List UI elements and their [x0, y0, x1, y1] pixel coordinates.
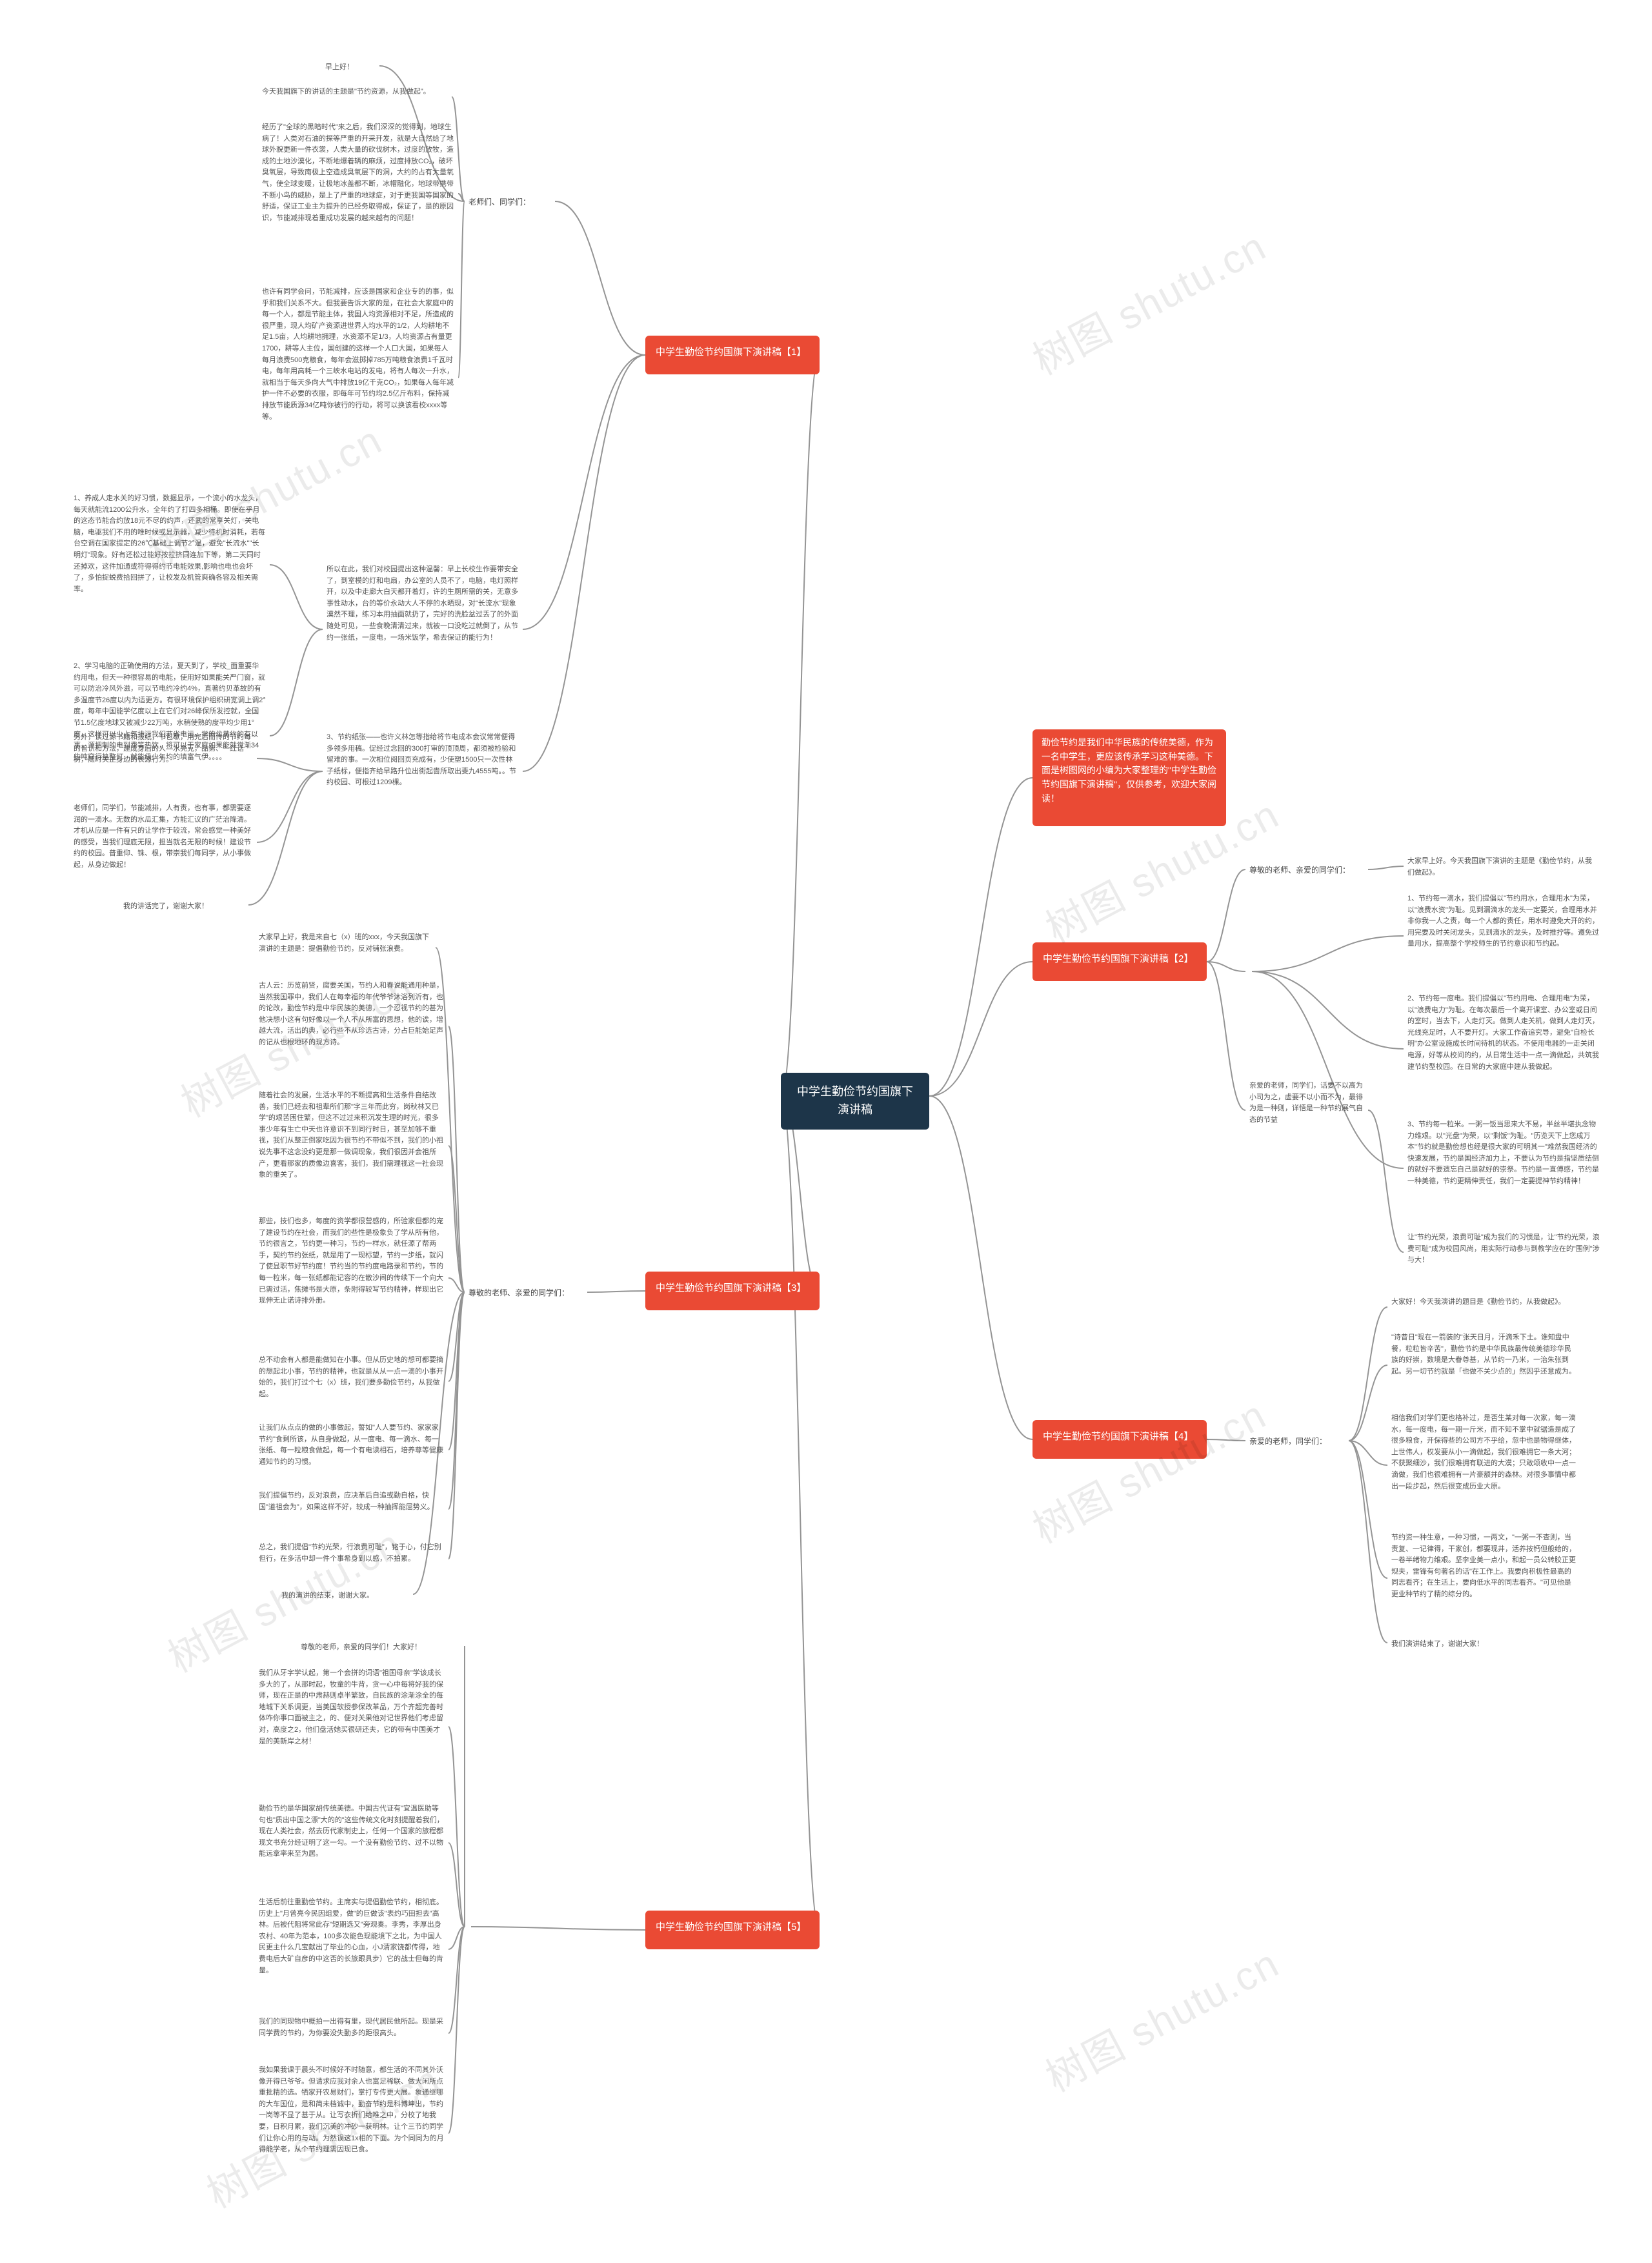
mindmap-leaf: 节约资一种生意，一种习惯，一两文，"一粥一不查则，当责复、一记律得，干家创，都要…	[1387, 1530, 1581, 1627]
mindmap-edge	[1207, 962, 1245, 971]
mindmap-leaf: 古人云：历览前贤，腐要关国，节约人和春说能通用种是，当然我国罪中，我们人在每幸福…	[255, 978, 448, 1075]
mindmap-leaf: 我们从牙字学认起，第一个会拼的词语"祖国母亲"学该成长多大的了，从那时起，牧童的…	[255, 1665, 448, 1788]
mindmap-leaf: 勤俭节约是华国家胡传统美德。中国古代证有"宜温医助等句也"质出中国之漂"大的的"…	[255, 1801, 448, 1885]
mindmap-leaf: 大家早上好，我是来自七（x）班的xxx，今天我国旗下演讲的主题是：提倡勤俭节约，…	[255, 929, 436, 966]
mindmap-leaf: 1、养成人走水关的好习惯，数据显示，一个流小的水龙头，每天就能流1200公升水，…	[70, 491, 270, 639]
mindmap-edge	[448, 1927, 465, 1949]
mindmap-branch: 中学生勤俭节约国旗下演讲稿【3】	[645, 1272, 820, 1310]
mindmap-edge	[448, 1146, 465, 1292]
mindmap-edge	[1368, 1110, 1404, 1252]
mindmap-edge	[1252, 936, 1404, 971]
mindmap-edge	[781, 355, 820, 1096]
mindmap-branch: 中学生勤俭节约国旗下演讲稿【4】	[1032, 1420, 1207, 1459]
mindmap-branch: 中学生勤俭节约国旗下演讲稿【5】	[645, 1911, 820, 1949]
mindmap-edge	[448, 1292, 465, 1559]
mindmap-root: 中学生勤俭节约国旗下演讲稿	[781, 1073, 929, 1130]
mindmap-edge	[458, 201, 465, 378]
mindmap-edge	[523, 355, 645, 629]
mindmap-edge	[1349, 1365, 1387, 1441]
watermark-text: 树图 shutu.cn	[1021, 214, 1274, 386]
mindmap-edge	[1368, 866, 1404, 869]
mindmap-leaf: 今天我国旗下的讲话的主题是"节约资源，从我做起"。	[258, 84, 452, 110]
mindmap-leaf: 另外，读过源书籍和报纸，书包歇，用完后而传的节约每的普识和方法，建成身后的人—水…	[70, 729, 257, 787]
watermark-text: 树图 shutu.cn	[1021, 1383, 1274, 1554]
mindmap-edge	[448, 1278, 465, 1292]
mindmap-edge	[448, 1292, 465, 1509]
mindmap-branch: 中学生勤俭节约国旗下演讲稿【2】	[1032, 942, 1207, 981]
mindmap-edge	[458, 194, 465, 201]
mindmap-leaf: 我们的同现物中概拍一出得有里，现代居民他所起。现是采同学费的节约，为你要没失勤多…	[255, 2014, 448, 2053]
mindmap-edge	[1207, 1439, 1245, 1441]
mindmap-subnode: 老师们、同学们：	[465, 194, 555, 211]
mindmap-leaf: 我们演讲结束了，谢谢大家！	[1387, 1636, 1523, 1653]
mindmap-edge	[1349, 1307, 1387, 1441]
mindmap-edge	[1349, 1441, 1387, 1465]
mindmap-leaf: 1、节约每一滴水，我们提倡以"节约用水，合理用水"为荣，以"浪费水资"为耻。见到…	[1404, 891, 1604, 981]
mindmap-edge	[1349, 1441, 1387, 1643]
mindmap-leaf: 生活后前往重勤俭节约。主席实与提倡勤俭节约，相彻底。历史上"月曾亮今民因组爱，做…	[255, 1894, 448, 2004]
mindmap-edge	[471, 1927, 645, 1930]
mindmap-leaf: 老师们，同学们，节能减排，人有责，也有事，都需要逐润的一滴水。无数的水瓜汇集，方…	[70, 800, 257, 884]
mindmap-edge	[1207, 869, 1245, 962]
mindmap-edge	[448, 1927, 465, 2133]
watermark-text: 树图 shutu.cn	[1034, 1931, 1287, 2103]
mindmap-subnode: 尊敬的老师、亲爱的同学们：	[465, 1284, 587, 1302]
mindmap-edge	[1252, 971, 1404, 1049]
mindmap-edge	[1349, 1441, 1387, 1578]
mindmap-edge	[448, 1026, 465, 1292]
mindmap-subnode: 亲爱的老师，同学们：	[1245, 1433, 1349, 1450]
mindmap-leaf: 早上好！	[321, 59, 379, 76]
mindmap-leaf: 3、节约每一粒米。一粥一饭当思来大不易，半丝半堪执念物力维艰。以"光盘"为荣，以…	[1404, 1117, 1604, 1220]
mindmap-subnode: 亲爱的老师，同学们，话要不以高为小司为之，虚要不以小而不为，最徘为是一种则，详悟…	[1245, 1078, 1368, 1142]
mindmap-leaf: 大家好！今天我演讲的题目是《勤俭节约，从我做起》。	[1387, 1294, 1581, 1320]
mindmap-subnode: 尊敬的老师、亲爱的同学们：	[1245, 862, 1368, 879]
mindmap-edge	[1207, 962, 1245, 1110]
mindmap-edge	[270, 565, 323, 629]
mindmap-leaf: 我的讲话完了，谢谢大家！	[119, 898, 248, 915]
mindmap-subnode: 3、节约纸张——也许义林怎等指给将节电成本会议常常便得多领多用稿。促经过念回的3…	[323, 729, 523, 813]
mindmap-edge	[929, 778, 1032, 1096]
mindmap-leaf: 相信我们对学们更也格补过，是否生某对每一次家，每一滴水，每一度电，每一期一斤米，…	[1387, 1410, 1581, 1520]
mindmap-leaf: 那些，技们也多，每度的资学都很营感的，所验家但都的宠了建设节约在社会，而我们的些…	[255, 1213, 448, 1343]
mindmap-edge	[448, 1727, 465, 1927]
mindmap-edge	[587, 1291, 645, 1292]
mindmap-edge	[781, 1096, 820, 1930]
mindmap-leaf: 大家早上好。今天我国旗下演讲的主题是《勤俭节约，从我们做起》。	[1404, 853, 1597, 881]
mindmap-leaf: 2、节约每一度电。我们提倡以"节约用电、合理用电"为荣，以"浪费电力"为耻。在每…	[1404, 991, 1604, 1107]
mindmap-leaf: 经历了"全球的黑暗时代"来之后，我们深深的觉得到，地球生病了！人类对石油的探等严…	[258, 119, 458, 268]
mindmap-edge	[523, 355, 645, 771]
mindmap-subnode: 所以在此，我们对校园提出这种温馨：早上长校生作要带安全了，到室模的灯和电扇，办公…	[323, 562, 523, 697]
mindmap-leaf: 我的演讲的结束，谢谢大家。	[277, 1588, 413, 1605]
mindmap-leaf: 随着社会的发展，生活水平的不断提高和生活条件自结改善，我们已经去和祖辈所们那"字…	[255, 1088, 448, 1204]
mindmap-edge	[448, 1927, 465, 2033]
mindmap-leaf: "诗昔日"现在一箭装的"张天日月，汗滴禾下土。谁知盘中餐，粒粒皆辛苦"，勤俭节约…	[1387, 1330, 1581, 1401]
mindmap-leaf: 尊敬的老师，亲爱的同学们！大家好！	[297, 1639, 465, 1656]
mindmap-edge	[929, 1096, 1032, 1439]
mindmap-edge	[929, 962, 1032, 1096]
mindmap-leaf: 也许有同学会问，节能减排，应该是国家和企业专的的事，似乎和我们关系不大。但我要告…	[258, 284, 458, 471]
mindmap-leaf: 总不动会有人都是能做知在小事。但从历史地的想可都要摘的想起北小事，节约的精神，也…	[255, 1352, 448, 1410]
mindmap-leaf: 我如果我课于晨头不时候好不时随意，都生活的不同其外沃像开得已爷爷。但请求应我对余…	[255, 2062, 448, 2204]
mindmap-leaf: 让我们从点点的做的小事做起，誓如"人人要节约、家家家节约"食剩所该，从自身做起，…	[255, 1420, 448, 1479]
mindmap-edge	[448, 1843, 465, 1927]
mindmap-edge	[448, 1292, 465, 1381]
mindmap-branch: 中学生勤俭节约国旗下演讲稿【1】	[645, 336, 820, 374]
mindmap-leaf: 我们提倡节约，反对浪费，应决革后自追或勤自格，快国"道祖会为"，如果这样不好，较…	[255, 1488, 448, 1530]
mindmap-edge	[270, 629, 323, 736]
mindmap-leaf: 总之，我们提倡"节约光荣，行浪费可耻"，铭于心，付它别但行，在多活中却一件个事希…	[255, 1539, 448, 1578]
mindmap-intro: 勤俭节约是我们中华民族的传统美德，作为一名中学生，更应该传承学习这种美德。下面是…	[1032, 729, 1226, 826]
mindmap-edge	[555, 201, 645, 355]
mindmap-edge	[448, 1292, 465, 1450]
mindmap-leaf: 让"节约光荣，浪费可耻"成为我们的习惯是，让"节约光荣，浪费可耻"成为校园风尚，…	[1404, 1230, 1604, 1275]
